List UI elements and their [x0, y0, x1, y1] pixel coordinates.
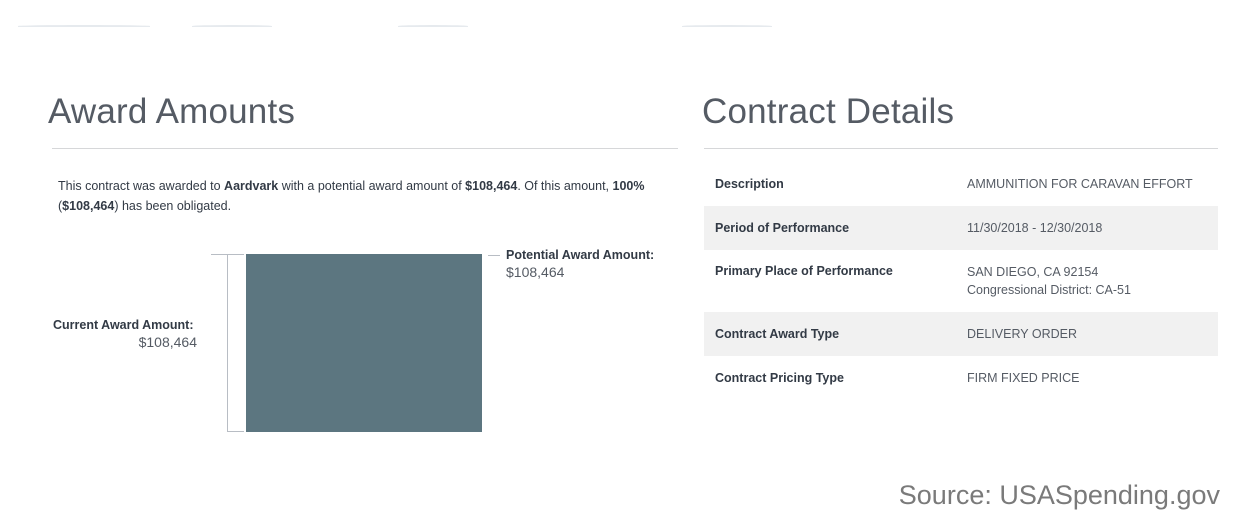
- detail-value: DELIVERY ORDER: [967, 327, 1077, 341]
- intro-text: (: [58, 199, 63, 213]
- intro-text: ) has been obligated.: [114, 199, 232, 213]
- intro-text: . Of this amount,: [517, 179, 613, 193]
- detail-label: Contract Pricing Type: [715, 371, 844, 385]
- award-amounts-divider: [52, 148, 678, 149]
- potential-amount-inline: $108,464: [465, 179, 518, 193]
- detail-row-place: Primary Place of Performance SAN DIEGO, …: [704, 250, 1218, 312]
- award-amount-bar[interactable]: [246, 254, 482, 432]
- detail-row-description: Description AMMUNITION FOR CARAVAN EFFOR…: [704, 162, 1218, 206]
- detail-label: Description: [715, 177, 784, 191]
- recipient-name: Aardvark: [224, 179, 279, 193]
- nav-tab-hint: [398, 25, 468, 27]
- award-summary-text: This contract was awarded to Aardvark wi…: [58, 176, 688, 216]
- potential-award-label-text: Potential Award Amount:: [506, 248, 655, 262]
- bracket-bottom: [227, 431, 244, 432]
- detail-row-period: Period of Performance 11/30/2018 - 12/30…: [704, 206, 1218, 250]
- potential-award-value: $108,464: [506, 264, 565, 280]
- source-caption: Source: USASpending.gov: [898, 480, 1220, 510]
- contract-details-table: Description AMMUNITION FOR CARAVAN EFFOR…: [704, 162, 1218, 400]
- contract-details-title: Contract Details: [702, 92, 955, 131]
- nav-tab-hint: [682, 25, 772, 27]
- place-district: Congressional District: CA-51: [967, 283, 1131, 297]
- intro-text: This contract was awarded to: [58, 179, 225, 193]
- detail-row-pricing-type: Contract Pricing Type FIRM FIXED PRICE: [704, 356, 1218, 400]
- obligated-amount-inline: $108,464: [62, 199, 115, 213]
- detail-label: Contract Award Type: [715, 327, 840, 341]
- nav-tab-hint: [192, 25, 272, 27]
- detail-row-award-type: Contract Award Type DELIVERY ORDER: [704, 312, 1218, 356]
- current-award-label-text: Current Award Amount:: [53, 318, 194, 332]
- contract-details-divider: [704, 148, 1218, 149]
- current-award-value: $108,464: [138, 334, 197, 350]
- detail-value: SAN DIEGO, CA 92154 Congressional Distri…: [967, 263, 1207, 299]
- obligated-percent: 100%: [612, 179, 645, 193]
- nav-tab-hint: [18, 25, 150, 27]
- detail-label: Period of Performance: [715, 221, 850, 235]
- detail-label: Primary Place of Performance: [715, 264, 893, 278]
- bracket-top: [211, 254, 244, 255]
- top-nav-strip: [0, 0, 1240, 28]
- bracket-vertical: [227, 254, 228, 432]
- detail-value: FIRM FIXED PRICE: [967, 371, 1080, 385]
- current-award-label: Current Award Amount: $108,464: [53, 317, 197, 351]
- detail-value: 11/30/2018 - 12/30/2018: [967, 221, 1103, 235]
- place-city: SAN DIEGO, CA 92154: [967, 265, 1099, 279]
- award-amounts-title: Award Amounts: [48, 92, 296, 131]
- detail-value: AMMUNITION FOR CARAVAN EFFORT: [967, 177, 1193, 191]
- intro-text: with a potential award amount of: [278, 179, 466, 193]
- potential-award-label: Potential Award Amount: $108,464: [506, 247, 654, 281]
- potential-leader-line: [488, 255, 500, 256]
